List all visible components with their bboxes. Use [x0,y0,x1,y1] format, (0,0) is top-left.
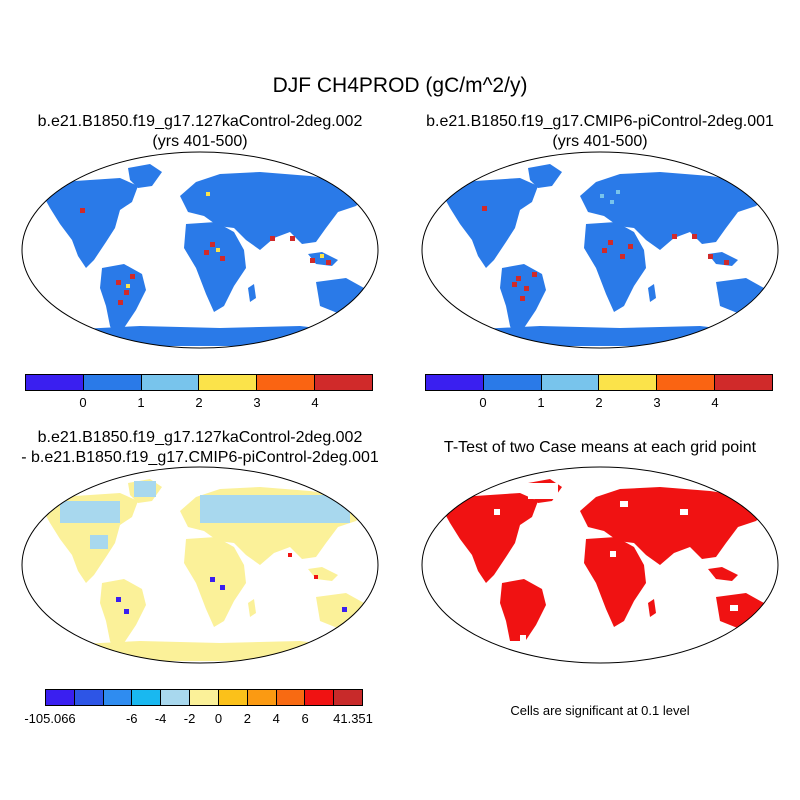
panel-case2-title-line1: b.e21.B1850.f19_g17.CMIP6-piControl-2deg… [426,113,774,130]
ttest-note: Cells are significant at 0.1 level [510,703,690,718]
colorbar-swatch [483,375,542,390]
colorbar-swatch [26,375,84,390]
colorbar-tick-label: 2 [243,711,251,726]
colorbar-tick-label: 3 [253,395,261,410]
colorbar-swatch [315,375,372,390]
colorbar-swatch [199,375,258,390]
colorbar-tick-label: 41.351 [333,711,373,726]
colorbar-swatch [103,690,133,705]
colorbar-tick-label: 1 [137,395,145,410]
colorbar-swatch [190,690,219,705]
colorbar-tick-label: -4 [154,711,167,726]
panel-case2-title-line2: (yrs 401-500) [552,133,648,150]
panel-case1-title: b.e21.B1850.f19_g17.127kaControl-2deg.00… [0,112,400,152]
colorbar-swatch [715,375,772,390]
map-case1 [21,151,379,349]
colorbar-swatch [541,375,600,390]
colorbar-swatch [74,690,104,705]
figure-title: DJF CH4PROD (gC/m^2/y) [272,74,528,97]
hotspots-case2 [482,206,729,301]
colorbar-swatch [132,690,162,705]
panel-diff-title: b.e21.B1850.f19_g17.127kaControl-2deg.00… [0,428,400,468]
colorbar-swatch [247,690,277,705]
panel-diff-title-line1: b.e21.B1850.f19_g17.127kaControl-2deg.00… [37,429,363,446]
land-fill-case2 [440,164,768,346]
panel-diff-title-line2: - b.e21.B1850.f19_g17.CMIP6-piControl-2d… [21,449,379,466]
colorbar-swatch [426,375,484,390]
colorbar-case2 [425,374,773,391]
land-fill-ttest [440,479,768,661]
colorbar-swatch [276,690,306,705]
colorbar-tick-label: -105.066 [24,711,76,726]
map-case2 [421,151,779,349]
colorbar-swatch [46,690,75,705]
colorbar-case1 [25,374,373,391]
diff-cool-cells [60,481,350,549]
colorbar-diff [45,689,363,706]
diff-neg-cells [116,577,347,614]
colorbar-tick-label: 3 [653,395,661,410]
panel-case1-title-line1: b.e21.B1850.f19_g17.127kaControl-2deg.00… [37,113,363,130]
colorbar-swatch [83,375,142,390]
colorbar-swatch [599,375,658,390]
colorbar-swatch [218,690,248,705]
colorbar-tick-label: 1 [537,395,545,410]
colorbar-tick-label: 0 [214,711,223,726]
colorbar-tick-label: 4 [272,711,280,726]
colorbar-tick-label: 4 [711,395,719,410]
colorbar-tick-label: 4 [311,395,319,410]
colorbar-tick-label: -6 [125,711,138,726]
map-ttest [421,466,779,664]
hotspots-case1 [80,208,331,305]
colorbar-swatch [141,375,200,390]
colorbar-swatch [657,375,716,390]
panel-ttest-title: T-Test of two Case means at each grid po… [443,439,757,456]
panel-case1-title-line2: (yrs 401-500) [152,133,248,150]
colorbar-swatch [257,375,316,390]
colorbar-swatch [161,690,191,705]
colorbar-swatch [305,690,335,705]
colorbar-tick-label: 0 [79,395,87,410]
colorbar-tick-label: 0 [479,395,487,410]
colorbar-tick-label: 2 [595,395,603,410]
colorbar-tick-label: 2 [195,395,203,410]
colorbar-tick-label: 6 [301,711,309,726]
panel-case2-title: b.e21.B1850.f19_g17.CMIP6-piControl-2deg… [400,112,800,152]
colorbar-tick-label: -2 [183,711,196,726]
colorbar-swatch [334,690,362,705]
map-diff [21,466,379,664]
